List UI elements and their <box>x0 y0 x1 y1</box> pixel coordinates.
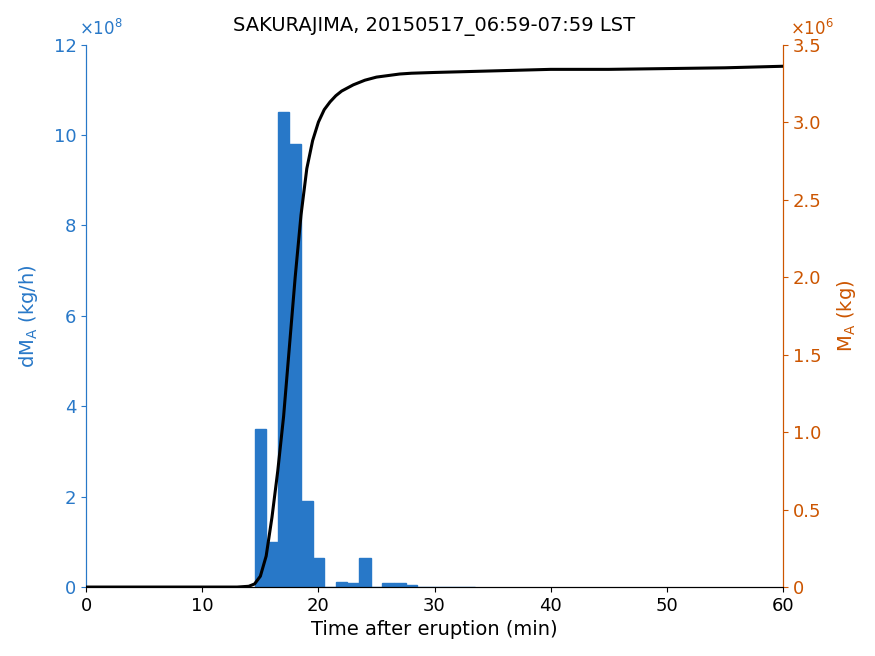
Bar <box>394 583 405 587</box>
Y-axis label: $\mathrm{M_A}$ (kg): $\mathrm{M_A}$ (kg) <box>836 279 858 352</box>
Bar <box>382 583 394 587</box>
Bar <box>359 558 371 587</box>
X-axis label: Time after eruption (min): Time after eruption (min) <box>312 621 558 640</box>
Bar <box>336 582 347 587</box>
Bar <box>255 429 266 587</box>
Bar <box>405 584 417 587</box>
Bar <box>266 542 277 587</box>
Y-axis label: $\mathrm{dM_A}$ (kg/h): $\mathrm{dM_A}$ (kg/h) <box>17 264 39 367</box>
Text: $\times 10^8$: $\times 10^8$ <box>79 19 123 39</box>
Bar <box>347 583 359 587</box>
Text: $\times 10^6$: $\times 10^6$ <box>790 19 834 39</box>
Bar <box>277 112 290 587</box>
Title: SAKURAJIMA, 20150517_06:59-07:59 LST: SAKURAJIMA, 20150517_06:59-07:59 LST <box>234 16 635 35</box>
Bar <box>290 144 301 587</box>
Bar <box>301 501 312 587</box>
Bar <box>312 558 325 587</box>
